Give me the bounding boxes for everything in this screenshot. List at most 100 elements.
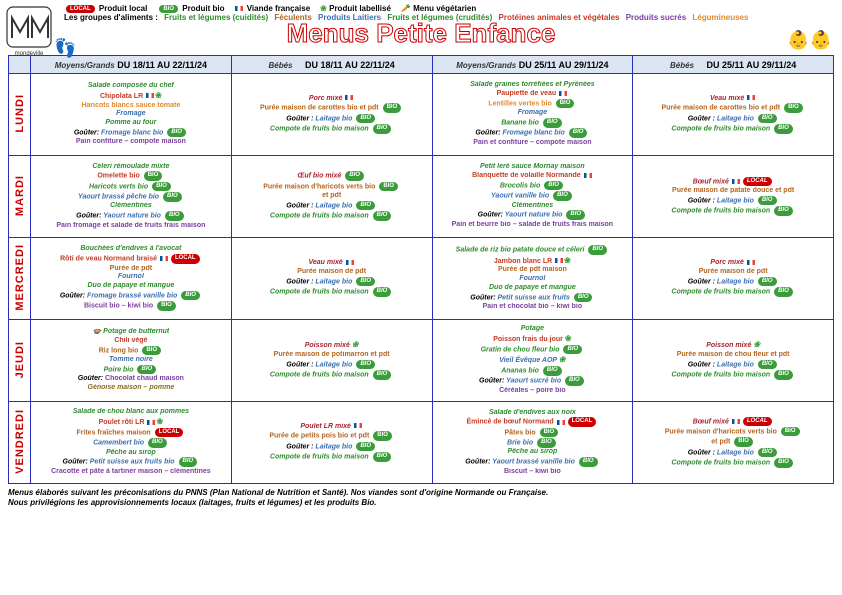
menu-line: Pêche au sirop [435,448,631,457]
flag-icon [557,420,565,425]
bio-icon: BIO [774,206,793,216]
menu-cell: Salade de riz bio patate douce et céleri… [432,238,633,320]
menu-line: Blanquette de volaille Normande [435,172,631,181]
day-label: VENDREDI [14,409,26,474]
menu-line: Rôti de veau Normand braisé LOCAL [33,254,229,264]
menu-line: Yaourt brassé pêche bio BIO [33,192,229,202]
day-label: JEUDI [14,341,26,378]
menu-line: Salade de chou blanc aux pommes [33,408,229,417]
leaf-icon: ❀ [565,334,572,343]
flag-icon [354,423,362,428]
bio-icon: BIO [356,277,375,287]
bio-icon: BIO [758,277,777,287]
bio-icon: BIO [148,438,167,448]
menu-line: Purée de petits pois bio et pdt BIO [234,431,430,441]
bio-icon: BIO [345,171,364,181]
day-label: LUNDI [14,94,26,133]
bio-icon: BIO [774,287,793,297]
bio-icon: BIO [379,182,398,192]
legend-labellise: Produit labellisé [329,4,391,13]
bio-icon: BIO [566,210,585,220]
bio-icon: BIO [569,128,588,138]
legend-bio: Produit bio [182,4,224,13]
flag-icon [160,256,168,261]
bio-icon: BIO [167,128,186,138]
flag-icon [732,419,740,424]
header-col-3: Moyens/Grands DU 25/11 AU 29/11/24 [432,56,633,74]
menu-line: Salade graines torréfiées et Pyrénées [435,81,631,90]
menu-line: Purée maison de pdt [234,268,430,277]
legend-viande: Viande française [247,4,310,13]
menu-line: Duo de papaye et mangue [435,284,631,293]
local-icon: LOCAL [155,428,184,438]
menu-line: Jambon blanc LR ❀ [435,256,631,267]
flag-icon [747,260,755,265]
day-cell: MERCREDI [9,238,31,320]
legend-row: LOCAL Produit local BIO Produit bio Vian… [64,4,834,13]
menu-cell: Poulet LR mixé Purée de petits pois bio … [231,402,432,484]
bio-icon: BIO [774,370,793,380]
legend-vege: Menu végétarien [413,4,476,13]
menu-line: Chipolata LR ❀ [33,91,229,102]
menu-line: Goûter: Petit suisse aux fruits bio BIO [33,457,229,467]
menu-line: Poire bio BIO [33,365,229,375]
page-title: Menus Petite Enfance [8,18,834,49]
menu-cell: Œuf bio mixé BIOPurée maison d'haricots … [231,156,432,238]
menu-line: 🍲 Potage de butternut [33,328,229,337]
menu-line: Purée maison d'haricots verts bio BIO [234,182,430,192]
menu-line: Bœuf mixé LOCAL [635,177,831,187]
menu-cell: Salade composée du chef Chipolata LR ❀Ha… [31,74,232,156]
menu-line: Brie bio BIO [435,438,631,448]
bio-icon: BIO [758,114,777,124]
menu-line: Goûter : Laitage bio BIO [234,277,430,287]
menu-line: Haricots blancs sauce tomate [33,102,229,111]
menu-cell: Potage Poisson frais du jour ❀Gratin de … [432,320,633,402]
menu-line: Purée maison de patate douce et pdt [635,187,831,196]
menu-row: VENDREDISalade de chou blanc aux pommes … [9,402,834,484]
menu-line: Purée maison d'haricots verts bio BIO [635,427,831,437]
menu-line: Pain fromage et salade de fruits frais m… [33,222,229,231]
menu-line: Goûter : Laitage bio BIO [234,360,430,370]
menu-line: Pêche au sirop [33,449,229,458]
menu-line: Ananas bio BIO [435,366,631,376]
menu-line: Goûter: Yaourt brassé vanille bio BIO [435,457,631,467]
menu-line: Potage [435,325,631,334]
footer-line-2: Nous privilégions les approvisionnements… [8,498,834,508]
bio-icon: BIO [537,438,556,448]
veg-icon: 🥕 [401,4,411,13]
menu-line: Poisson mixé ❀ [234,340,430,351]
badge-local: LOCAL [66,5,95,13]
bio-icon: BIO [152,182,171,192]
menu-row: LUNDI Salade composée du chef Chipolata L… [9,74,834,156]
legend-local: Produit local [99,4,147,13]
menu-line: Purée maison de carottes bio et pdt BIO [234,103,430,113]
leaf-icon: ❀ [559,355,566,364]
menu-line: Céleri rémoulade mixte [33,163,229,172]
menu-line: Compote de fruits bio maison BIO [635,458,831,468]
leaf-icon: ❀ [155,91,162,100]
menu-line: Goûter: Petit suisse aux fruits BIO [435,293,631,303]
menu-line: Goûter : Laitage bio BIO [635,196,831,206]
flag-icon [146,93,154,98]
bio-icon: BIO [543,366,562,376]
menu-cell: Veau mixé Purée maison de carottes bio e… [633,74,834,156]
footer: Menus élaborés suivant les préconisation… [8,488,834,509]
menu-line: Compote de fruits bio maison BIO [635,206,831,216]
menu-line: Gratin de chou fleur bio BIO [435,345,631,355]
menu-line: Fournol [435,275,631,284]
flag-icon [555,258,563,263]
menu-line: Purée maison de pdt [635,268,831,277]
bio-icon: BIO [774,458,793,468]
menu-cell: Salade graines torréfiées et Pyrénées Pa… [432,74,633,156]
bio-icon: BIO [181,291,200,301]
menu-line: Veau mixé [635,95,831,104]
day-cell: LUNDI [9,74,31,156]
menu-line: Céréales – poire bio [435,387,631,396]
flag-icon [584,173,592,178]
bio-icon: BIO [553,191,572,201]
menu-line: Salade composée du chef [33,82,229,91]
menu-line: Pain et confiture – compote maison [435,139,631,148]
day-cell: MARDI [9,156,31,238]
menu-line: Compote de fruits bio maison BIO [635,370,831,380]
menu-line: Veau mixé [234,259,430,268]
